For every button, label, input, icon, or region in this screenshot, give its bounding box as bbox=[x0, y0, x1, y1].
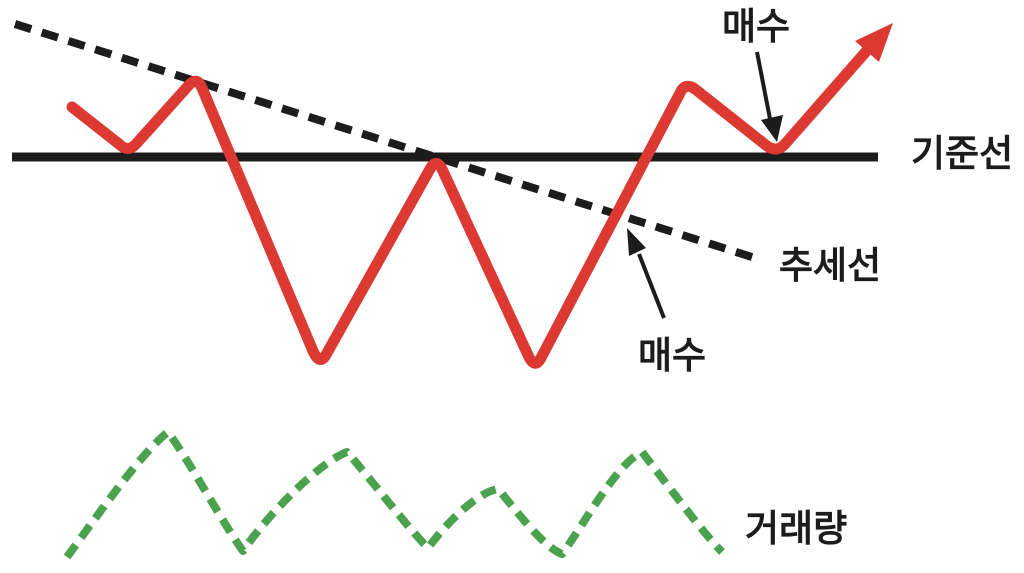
buy-top-arrowhead-icon bbox=[761, 115, 783, 142]
buy-mid-arrow bbox=[637, 253, 666, 319]
buy-label-mid: 매수 bbox=[638, 335, 706, 376]
baseline-label: 기준선 bbox=[911, 133, 1013, 174]
buy-mid-arrowhead-icon bbox=[627, 228, 646, 256]
volume-line bbox=[63, 428, 725, 560]
trendline-label: 추세선 bbox=[779, 245, 881, 286]
buy-top-arrow bbox=[755, 51, 773, 125]
buy-label-top: 매수 bbox=[722, 6, 790, 47]
price-line bbox=[66, 41, 876, 369]
volume-label: 거래량 bbox=[745, 508, 847, 549]
trend-line bbox=[13, 20, 757, 262]
price-line-arrowhead-icon bbox=[855, 23, 893, 62]
